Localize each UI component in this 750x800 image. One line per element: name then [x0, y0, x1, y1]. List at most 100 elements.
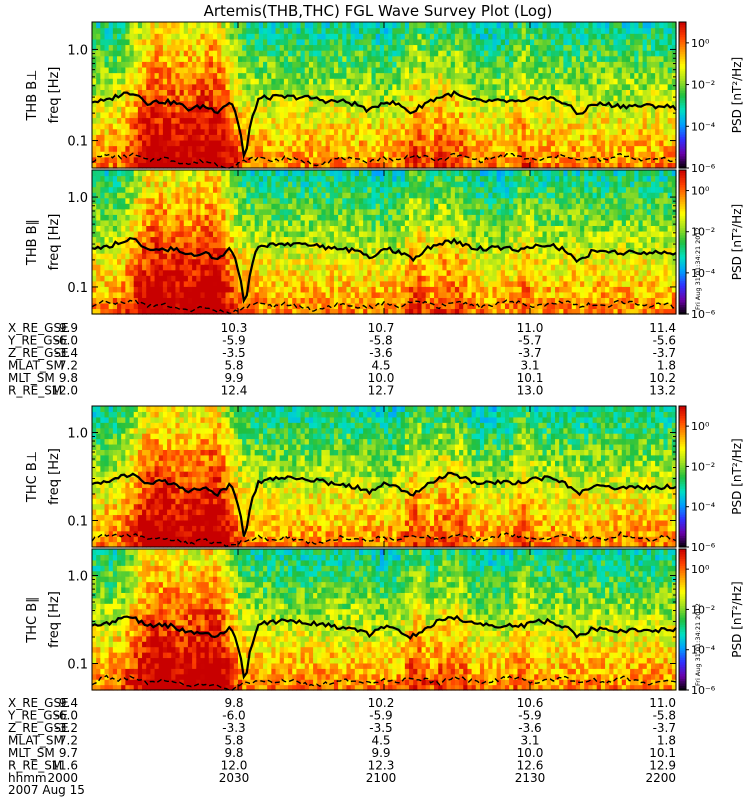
- heatmap-cell: [183, 203, 189, 210]
- heatmap-cell: [646, 72, 652, 79]
- heatmap-cell: [204, 275, 210, 282]
- heatmap-cell: [221, 302, 227, 310]
- heatmap-cell: [321, 100, 327, 107]
- heatmap-cell: [246, 269, 252, 276]
- heatmap-cell: [584, 55, 589, 62]
- heatmap-cell: [588, 145, 594, 152]
- heatmap-cell: [254, 123, 260, 130]
- heatmap-cell: [92, 186, 97, 193]
- heatmap-cell: [158, 170, 164, 177]
- heatmap-cell: [367, 72, 373, 79]
- heatmap-cell: [404, 123, 410, 130]
- heatmap-cell: [438, 151, 443, 158]
- heatmap-cell: [158, 236, 164, 243]
- heatmap-cell: [271, 78, 277, 85]
- heatmap-cell: [367, 111, 373, 119]
- heatmap-cell: [525, 33, 531, 40]
- heatmap-cell: [125, 22, 131, 29]
- heatmap-cell: [212, 175, 218, 182]
- heatmap-cell: [492, 139, 498, 147]
- heatmap-cell: [150, 134, 156, 141]
- heatmap-cell: [296, 50, 302, 57]
- heatmap-cell: [596, 61, 602, 68]
- heatmap-cell: [396, 50, 402, 57]
- heatmap-cell: [421, 162, 427, 169]
- heatmap-cell: [542, 162, 548, 169]
- heatmap-cell: [317, 55, 323, 62]
- heatmap-cell: [108, 111, 114, 119]
- heatmap-cell: [479, 95, 485, 102]
- heatmap-cell: [271, 50, 277, 57]
- heatmap-cell: [242, 117, 247, 124]
- heatmap-cell: [338, 162, 343, 169]
- heatmap-cell: [175, 106, 181, 113]
- heatmap-cell: [555, 145, 560, 152]
- heatmap-cell: [358, 89, 364, 96]
- heatmap-cell: [388, 72, 393, 79]
- heatmap-cell: [346, 111, 352, 119]
- heatmap-cell: [459, 162, 464, 169]
- heatmap-cell: [175, 139, 181, 147]
- heatmap-cell: [279, 280, 285, 287]
- heatmap-cell: [187, 134, 193, 141]
- heatmap-cell: [655, 139, 660, 147]
- heatmap-cell: [605, 78, 610, 85]
- heatmap-cell: [530, 145, 535, 152]
- heatmap-cell: [442, 100, 448, 107]
- heatmap-cell: [321, 139, 327, 147]
- heatmap-cell: [179, 291, 185, 298]
- heatmap-cell: [367, 156, 373, 163]
- heatmap-cell: [146, 297, 151, 304]
- heatmap-cell: [621, 38, 627, 46]
- heatmap-cell: [208, 38, 214, 46]
- heatmap-cell: [434, 151, 439, 158]
- heatmap-cell: [454, 111, 460, 119]
- heatmap-cell: [167, 170, 172, 177]
- heatmap-cell: [292, 89, 297, 96]
- heatmap-cell: [621, 78, 627, 85]
- heatmap-cell: [617, 139, 623, 147]
- heatmap-cell: [667, 95, 673, 102]
- heatmap-cell: [125, 38, 131, 46]
- heatmap-cell: [442, 22, 448, 29]
- heatmap-cell: [104, 203, 110, 210]
- heatmap-cell: [229, 230, 235, 238]
- heatmap-cell: [283, 22, 289, 29]
- heatmap-cell: [542, 111, 548, 119]
- heatmap-cell: [571, 145, 577, 152]
- heatmap-cell: [517, 27, 523, 34]
- heatmap-cell: [308, 38, 314, 46]
- heatmap-cell: [196, 275, 202, 282]
- heatmap-cell: [671, 145, 677, 152]
- heatmap-cell: [434, 128, 439, 135]
- heatmap-cell: [613, 83, 619, 90]
- heatmap-cell: [196, 111, 202, 119]
- heatmap-cell: [317, 83, 323, 90]
- heatmap-cell: [104, 128, 110, 135]
- heatmap-cell: [396, 134, 402, 141]
- heatmap-cell: [342, 72, 348, 79]
- heatmap-cell: [555, 89, 560, 96]
- heatmap-cell: [271, 117, 277, 124]
- heatmap-cell: [325, 139, 331, 147]
- heatmap-cell: [158, 27, 164, 34]
- heatmap-cell: [254, 44, 260, 51]
- heatmap-cell: [367, 151, 373, 158]
- heatmap-cell: [325, 55, 331, 62]
- heatmap-cell: [375, 72, 381, 79]
- heatmap-cell: [283, 134, 289, 141]
- heatmap-cell: [200, 145, 206, 152]
- heatmap-cell: [250, 264, 256, 271]
- heatmap-cell: [108, 106, 114, 113]
- heatmap-cell: [630, 123, 635, 130]
- colorbar-segment: [679, 107, 686, 111]
- heatmap-cell: [162, 230, 168, 238]
- heatmap-cell: [137, 50, 143, 57]
- heatmap-cell: [275, 139, 281, 147]
- heatmap-cell: [154, 83, 160, 90]
- heatmap-cell: [221, 111, 227, 119]
- heatmap-cell: [338, 100, 343, 107]
- heatmap-cell: [121, 225, 126, 232]
- heatmap-cell: [655, 117, 660, 124]
- heatmap-cell: [471, 78, 477, 85]
